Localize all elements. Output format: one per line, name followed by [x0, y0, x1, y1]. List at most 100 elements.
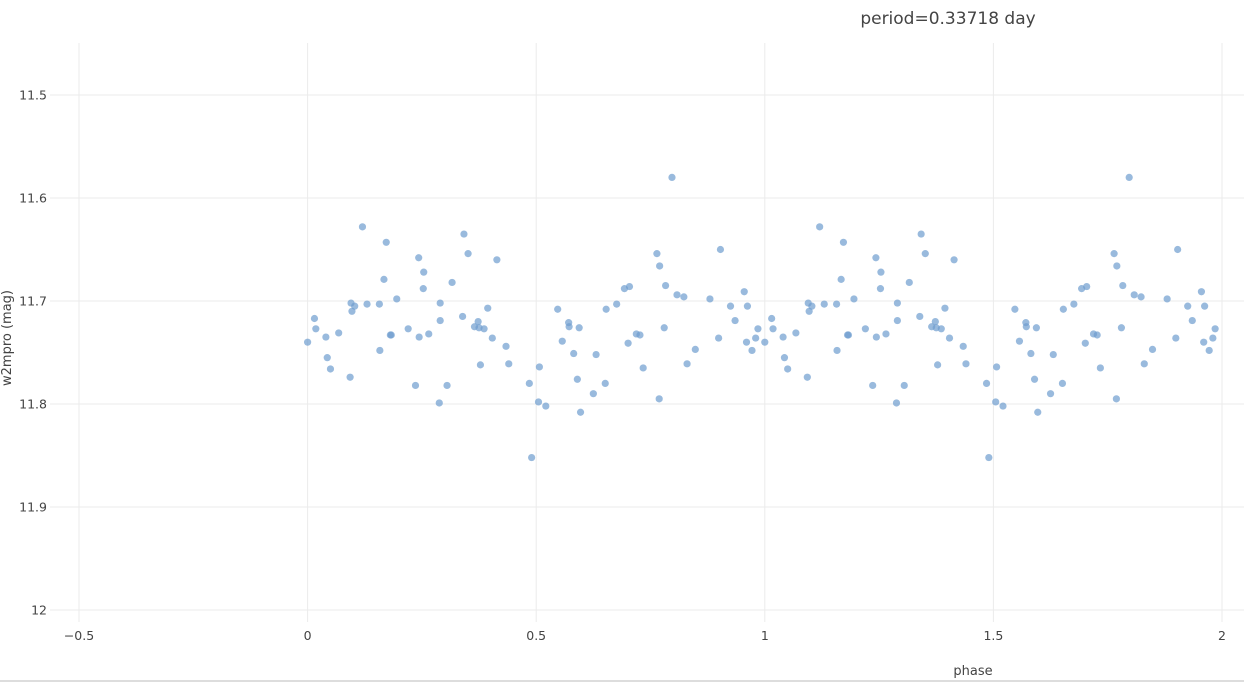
- data-point[interactable]: [715, 334, 723, 342]
- data-point[interactable]: [872, 333, 880, 341]
- data-point[interactable]: [304, 338, 312, 346]
- data-point[interactable]: [436, 316, 444, 325]
- data-point[interactable]: [1140, 360, 1148, 368]
- data-point[interactable]: [779, 333, 787, 341]
- data-point[interactable]: [992, 398, 1000, 406]
- data-point[interactable]: [474, 318, 482, 326]
- data-point[interactable]: [1046, 390, 1055, 398]
- data-point[interactable]: [999, 402, 1007, 410]
- data-point[interactable]: [419, 285, 427, 293]
- data-point[interactable]: [425, 330, 433, 338]
- data-point[interactable]: [573, 375, 581, 383]
- data-point[interactable]: [921, 250, 929, 258]
- data-point[interactable]: [1209, 334, 1217, 342]
- data-point[interactable]: [613, 300, 621, 308]
- data-point[interactable]: [1112, 395, 1120, 403]
- data-point[interactable]: [780, 354, 789, 362]
- data-point[interactable]: [660, 324, 668, 332]
- data-point[interactable]: [673, 291, 681, 299]
- data-point[interactable]: [1059, 305, 1067, 313]
- data-point[interactable]: [636, 331, 644, 339]
- data-point[interactable]: [502, 342, 510, 350]
- data-point[interactable]: [310, 314, 319, 323]
- data-point[interactable]: [731, 316, 739, 325]
- data-point[interactable]: [668, 173, 676, 181]
- data-point[interactable]: [1172, 334, 1180, 342]
- data-point[interactable]: [837, 275, 845, 283]
- data-point[interactable]: [850, 295, 858, 303]
- data-point[interactable]: [476, 361, 485, 369]
- data-point[interactable]: [761, 338, 769, 346]
- data-point[interactable]: [576, 408, 585, 416]
- data-point[interactable]: [768, 314, 776, 323]
- data-point[interactable]: [917, 230, 925, 238]
- data-point[interactable]: [916, 312, 924, 321]
- data-point[interactable]: [1110, 250, 1118, 258]
- data-point[interactable]: [905, 278, 913, 287]
- data-point[interactable]: [525, 379, 533, 387]
- data-point[interactable]: [1058, 379, 1067, 387]
- data-point[interactable]: [653, 250, 661, 258]
- data-point[interactable]: [683, 360, 691, 368]
- data-point[interactable]: [387, 331, 395, 339]
- data-point[interactable]: [893, 299, 901, 307]
- data-point[interactable]: [335, 329, 343, 337]
- data-point[interactable]: [488, 334, 496, 342]
- data-point[interactable]: [742, 338, 751, 346]
- data-point[interactable]: [322, 333, 330, 341]
- data-point[interactable]: [625, 282, 634, 291]
- data-point[interactable]: [351, 302, 359, 310]
- data-point[interactable]: [393, 295, 401, 303]
- data-point[interactable]: [748, 346, 756, 355]
- data-point[interactable]: [460, 230, 468, 238]
- data-point[interactable]: [784, 365, 792, 373]
- data-point[interactable]: [655, 395, 663, 403]
- data-point[interactable]: [993, 363, 1001, 371]
- data-point[interactable]: [554, 305, 562, 313]
- data-point[interactable]: [892, 399, 901, 407]
- data-point[interactable]: [589, 390, 597, 398]
- data-point[interactable]: [752, 334, 760, 342]
- data-point[interactable]: [877, 268, 885, 276]
- data-point[interactable]: [575, 324, 583, 332]
- data-point[interactable]: [542, 402, 550, 410]
- data-point[interactable]: [754, 325, 762, 333]
- data-point[interactable]: [415, 333, 423, 341]
- data-point[interactable]: [876, 285, 885, 293]
- data-point[interactable]: [558, 337, 566, 345]
- data-point[interactable]: [1070, 300, 1078, 308]
- data-point[interactable]: [1200, 338, 1208, 346]
- data-point[interactable]: [464, 250, 472, 258]
- data-point[interactable]: [937, 325, 945, 333]
- data-point[interactable]: [769, 325, 777, 333]
- data-point[interactable]: [1148, 345, 1157, 354]
- data-point[interactable]: [900, 381, 908, 390]
- data-point[interactable]: [448, 278, 456, 287]
- data-point[interactable]: [436, 299, 444, 307]
- data-point[interactable]: [945, 334, 954, 342]
- data-point[interactable]: [1015, 337, 1024, 345]
- data-point[interactable]: [1137, 293, 1145, 301]
- data-point[interactable]: [1049, 350, 1057, 359]
- data-point[interactable]: [691, 345, 699, 354]
- data-point[interactable]: [312, 325, 320, 333]
- data-point[interactable]: [624, 339, 632, 347]
- data-point[interactable]: [1034, 408, 1042, 416]
- data-point[interactable]: [1093, 331, 1101, 339]
- data-point[interactable]: [411, 381, 420, 390]
- data-point[interactable]: [1011, 305, 1019, 313]
- data-point[interactable]: [934, 361, 942, 369]
- data-point[interactable]: [493, 256, 501, 264]
- data-point[interactable]: [1027, 349, 1035, 358]
- data-point[interactable]: [861, 325, 869, 333]
- data-point[interactable]: [1030, 375, 1039, 383]
- data-point[interactable]: [346, 373, 354, 381]
- data-point[interactable]: [1081, 339, 1089, 347]
- data-point[interactable]: [1188, 316, 1196, 325]
- data-point[interactable]: [808, 302, 816, 310]
- data-point[interactable]: [458, 312, 467, 321]
- data-point[interactable]: [443, 381, 451, 390]
- data-point[interactable]: [404, 325, 412, 333]
- data-point[interactable]: [931, 318, 939, 326]
